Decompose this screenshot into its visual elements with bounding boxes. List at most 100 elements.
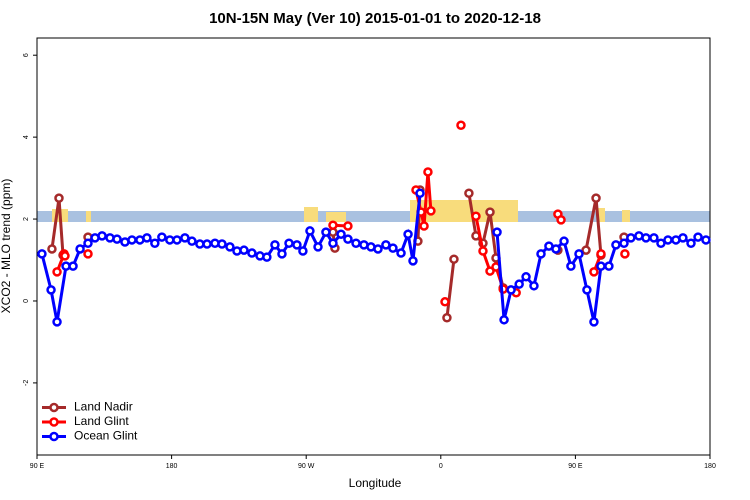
- point: [403, 229, 413, 239]
- legend-label: Land Nadir: [74, 400, 133, 414]
- point: [343, 221, 353, 231]
- ocean-band: [37, 211, 710, 222]
- point: [247, 248, 257, 258]
- y-axis-label: XCO2 - MLO trend (ppm): [0, 179, 13, 314]
- point: [574, 249, 584, 259]
- point: [449, 254, 459, 264]
- point: [60, 251, 70, 261]
- x-axis-label: Longitude: [349, 476, 402, 490]
- y-tick-label: -2: [23, 380, 30, 386]
- point: [47, 244, 57, 254]
- point: [656, 238, 666, 248]
- point: [292, 240, 302, 250]
- point: [478, 246, 488, 256]
- point: [521, 272, 531, 282]
- y-tick-label: 0: [23, 299, 30, 303]
- land-patch: [326, 212, 346, 222]
- point: [321, 227, 331, 237]
- point: [373, 244, 383, 254]
- point: [471, 231, 481, 241]
- point: [423, 167, 433, 177]
- point: [514, 279, 524, 289]
- point: [305, 226, 315, 236]
- point: [328, 220, 338, 230]
- point: [485, 207, 495, 217]
- point: [591, 193, 601, 203]
- point: [336, 229, 346, 239]
- point: [68, 261, 78, 271]
- x-tick-label: 90 E: [30, 463, 45, 470]
- point: [426, 206, 436, 216]
- point: [328, 238, 338, 248]
- point: [620, 249, 630, 259]
- point: [83, 238, 93, 248]
- point: [277, 249, 287, 259]
- point: [187, 236, 197, 246]
- point: [678, 233, 688, 243]
- legend-marker: [49, 417, 59, 427]
- x-tick-label: 0: [439, 463, 443, 470]
- point: [456, 120, 466, 131]
- point: [37, 249, 47, 259]
- point: [202, 239, 212, 249]
- point: [619, 238, 629, 248]
- point: [604, 261, 614, 271]
- point: [150, 238, 160, 248]
- point: [589, 267, 599, 277]
- point: [663, 235, 673, 245]
- point: [46, 285, 56, 295]
- plot-frame: [36, 37, 711, 456]
- legend-label: Land Glint: [74, 414, 129, 428]
- point: [52, 317, 62, 327]
- point: [396, 248, 406, 258]
- point: [582, 285, 592, 295]
- point: [419, 221, 429, 231]
- point: [157, 232, 167, 242]
- x-tick-label: 90 W: [298, 463, 315, 470]
- point: [97, 231, 107, 241]
- x-tick-label: 180: [166, 463, 178, 470]
- point: [440, 297, 450, 307]
- point: [611, 240, 621, 250]
- point: [581, 245, 591, 255]
- point: [239, 245, 249, 255]
- point: [536, 249, 546, 259]
- point: [556, 215, 566, 225]
- land-patch: [304, 207, 318, 222]
- point: [351, 238, 361, 248]
- point: [284, 238, 294, 248]
- land-patch: [622, 210, 630, 222]
- point: [551, 244, 561, 254]
- point: [559, 236, 569, 246]
- legend-marker: [49, 402, 59, 413]
- land-patch: [86, 211, 91, 222]
- point: [566, 261, 576, 271]
- point: [142, 233, 152, 243]
- y-tick-label: 2: [23, 217, 30, 221]
- point: [172, 235, 182, 245]
- legend-marker: [49, 431, 59, 442]
- point: [693, 232, 703, 242]
- point: [180, 233, 190, 243]
- point: [686, 238, 696, 248]
- point: [442, 313, 452, 323]
- point: [388, 243, 398, 253]
- point: [641, 233, 651, 243]
- x-tick-label: 90 E: [568, 463, 583, 470]
- point: [270, 240, 280, 250]
- legend-label: Ocean Glint: [74, 429, 138, 443]
- chart-title: 10N-15N May (Ver 10) 2015-01-01 to 2020-…: [209, 10, 541, 27]
- point: [471, 211, 481, 221]
- point: [298, 246, 308, 256]
- point: [596, 261, 606, 271]
- point: [408, 256, 418, 266]
- point: [262, 252, 272, 262]
- point: [217, 239, 227, 249]
- point: [701, 235, 711, 245]
- point: [313, 242, 323, 252]
- point: [529, 281, 539, 291]
- point: [499, 315, 509, 325]
- point: [492, 227, 502, 237]
